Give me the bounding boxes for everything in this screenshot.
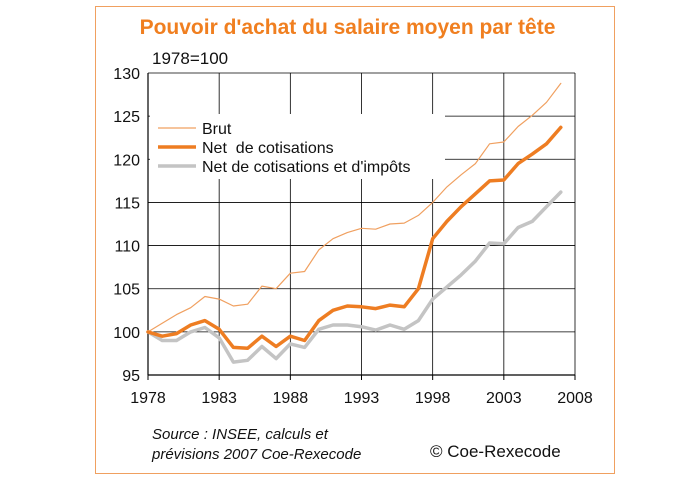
chart-frame: [95, 6, 615, 474]
legend-label: Net de cotisations: [202, 140, 334, 157]
chart-title: Pouvoir d'achat du salaire moyen par têt…: [139, 16, 556, 39]
x-tick-label: 1978: [130, 390, 166, 407]
x-tick-label: 2003: [486, 390, 522, 407]
x-tick-label: 2008: [557, 390, 593, 407]
series-line-3: [146, 190, 563, 364]
legend-label: Brut: [202, 121, 232, 138]
y-tick-label: 105: [113, 282, 140, 299]
y-tick-label: 110: [114, 239, 140, 256]
series-lines: [146, 82, 563, 364]
axes: [147, 73, 576, 380]
x-tick-label: 1988: [273, 390, 309, 407]
legend-box: [150, 114, 445, 179]
series-line-2: [146, 125, 563, 351]
y-tick-label: 130: [113, 66, 140, 83]
source-note: Source : INSEE, calculs et prévisions 20…: [152, 425, 361, 465]
source-line-2: prévisions 2007 Coe-Rexecode: [152, 446, 362, 463]
tick-labels: 95 100 105 110 115 120 125 130 1978 1983 1988 1993 1…: [113, 66, 593, 407]
x-tick-label: 1983: [201, 390, 237, 407]
source-line-1: Source : INSEE, calculs et: [152, 426, 328, 443]
legend: Brut Net de cotisations Net de cotisations…: [150, 114, 445, 179]
series-line-1: [147, 82, 562, 333]
y-tick-label: 115: [114, 195, 140, 212]
chart-subtitle-base: 1978=100: [152, 49, 229, 68]
x-tick-label: 1993: [344, 390, 380, 407]
y-tick-label: 95: [122, 368, 140, 385]
x-tick-label: 1998: [415, 390, 451, 407]
y-tick-label: 125: [113, 109, 140, 126]
y-tick-label: 120: [113, 152, 140, 169]
copyright-text: © Coe-Rexecode: [430, 442, 561, 461]
legend-label: Net de cotisations et d'impôts: [202, 159, 411, 176]
y-tick-label: 100: [113, 325, 140, 342]
